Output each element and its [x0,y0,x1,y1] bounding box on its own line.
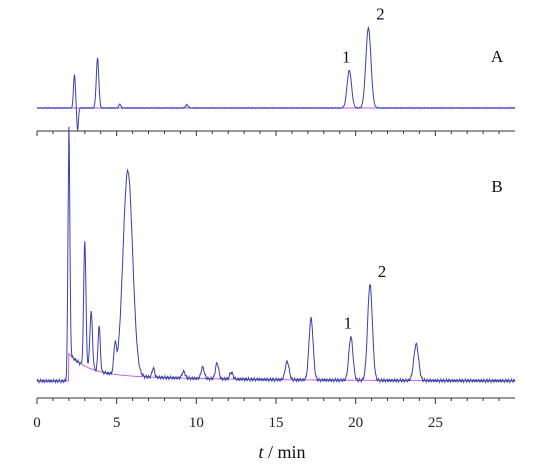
panel-b-peak-label-2: 2 [378,262,387,281]
panel-b-label: B [491,177,502,196]
x-tick-label: 0 [33,415,41,431]
panel-a-ticks [36,131,500,136]
panel-a-peak-label-1: 1 [342,47,351,66]
x-axis-title-variable: t [258,442,264,462]
x-axis-tick-labels: 0 5 10 15 20 25 [33,415,443,431]
panel-b-peak-label-1: 1 [344,313,353,332]
x-axis-ticks [36,398,500,404]
panel-a-peak-label-2: 2 [376,5,385,24]
panel-b: B 1 2 [36,126,516,385]
x-tick-label: 15 [269,415,284,431]
x-tick-label: 20 [348,415,363,431]
x-axis-title-unit: / min [264,442,306,462]
x-tick-label: 10 [189,415,204,431]
panel-a: A 1 2 [36,5,516,131]
x-tick-label: 25 [428,415,443,431]
panel-a-label: A [491,47,504,66]
x-axis-title: t / min [258,442,305,462]
panel-a-signal-line [36,25,516,131]
x-tick-label: 5 [113,415,121,431]
panel-b-signal-line [36,126,516,385]
